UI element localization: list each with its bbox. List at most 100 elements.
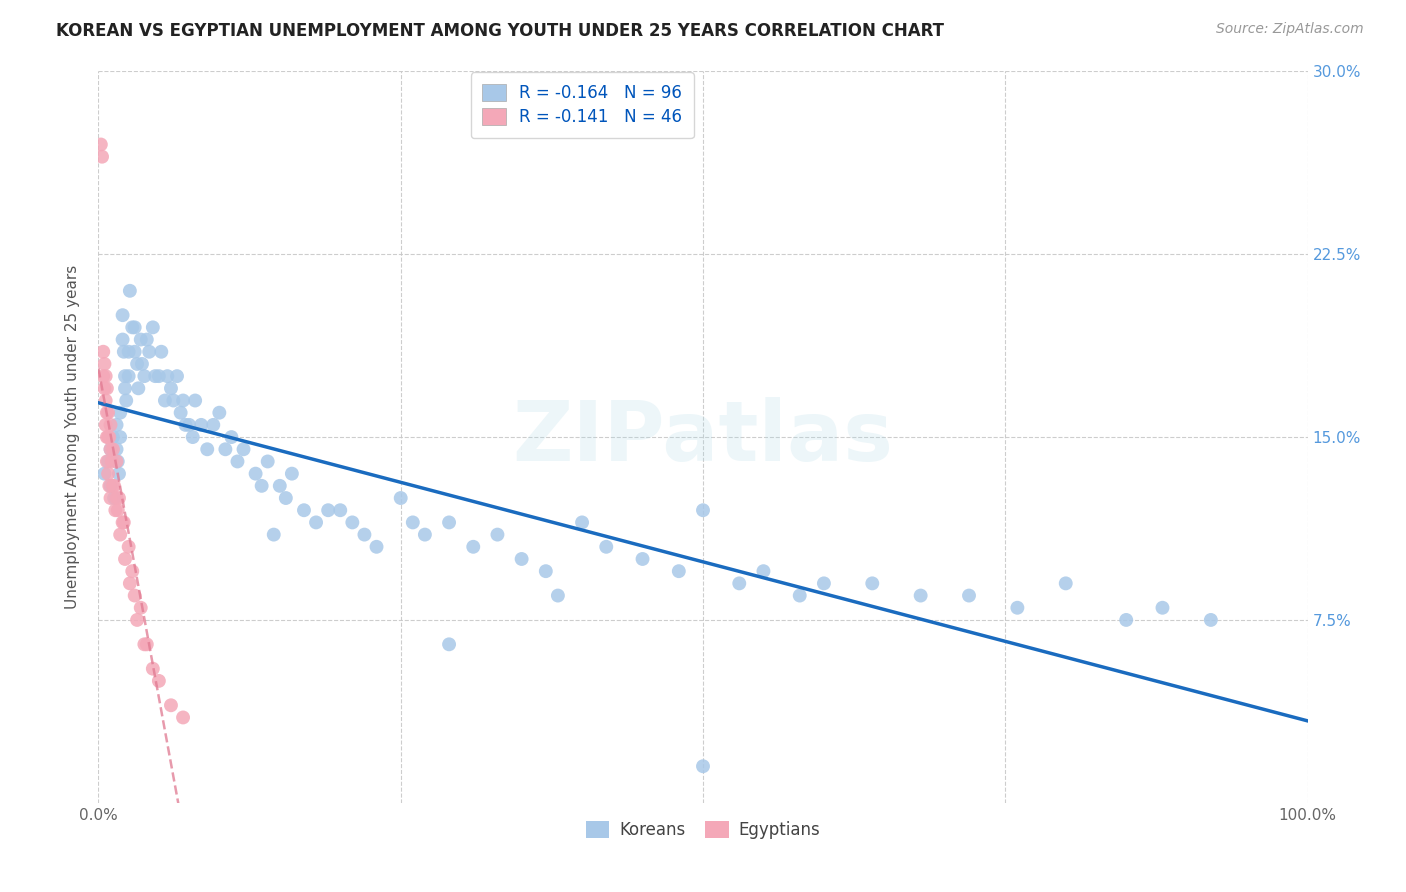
Point: [105, 454, 128, 468]
Point: [107, 503, 129, 517]
Point: [156, 369, 179, 384]
Point: [221, 430, 243, 444]
Point: [138, 344, 160, 359]
Point: [97, 454, 120, 468]
Point: [97, 430, 120, 444]
Point: [179, 417, 201, 432]
Point: [103, 479, 125, 493]
Point: [353, 527, 375, 541]
Point: [860, 576, 883, 591]
Point: [93, 381, 115, 395]
Point: [1054, 576, 1077, 591]
Point: [534, 564, 557, 578]
Point: [153, 393, 176, 408]
Y-axis label: Unemployment Among Youth under 25 years: Unemployment Among Youth under 25 years: [65, 265, 80, 609]
Text: ZIPatlas: ZIPatlas: [513, 397, 893, 477]
Point: [174, 417, 197, 432]
Point: [202, 417, 225, 432]
Point: [118, 540, 141, 554]
Point: [121, 320, 143, 334]
Point: [118, 284, 141, 298]
Point: [114, 369, 136, 384]
Point: [115, 393, 138, 408]
Point: [94, 369, 117, 384]
Text: Source: ZipAtlas.com: Source: ZipAtlas.com: [1216, 22, 1364, 37]
Point: [389, 491, 412, 505]
Point: [172, 710, 194, 724]
Point: [316, 503, 339, 517]
Point: [100, 454, 122, 468]
Point: [111, 516, 134, 530]
Point: [100, 479, 122, 493]
Point: [127, 613, 149, 627]
Point: [1199, 613, 1222, 627]
Point: [181, 430, 204, 444]
Point: [142, 320, 165, 334]
Point: [668, 564, 690, 578]
Point: [190, 417, 212, 432]
Point: [100, 491, 122, 505]
Point: [256, 454, 278, 468]
Point: [195, 442, 218, 457]
Point: [114, 552, 136, 566]
Point: [112, 516, 135, 530]
Point: [148, 369, 170, 384]
Point: [1007, 600, 1029, 615]
Point: [172, 393, 194, 408]
Point: [413, 527, 436, 541]
Point: [111, 333, 134, 347]
Point: [135, 637, 157, 651]
Point: [97, 406, 120, 420]
Point: [692, 503, 714, 517]
Point: [107, 454, 129, 468]
Point: [463, 540, 485, 554]
Point: [148, 673, 170, 688]
Point: [1115, 613, 1137, 627]
Point: [118, 576, 141, 591]
Point: [162, 393, 184, 408]
Point: [108, 430, 131, 444]
Point: [111, 308, 134, 322]
Point: [100, 417, 122, 432]
Point: [96, 430, 118, 444]
Point: [292, 503, 315, 517]
Point: [124, 589, 146, 603]
Point: [104, 503, 127, 517]
Point: [329, 503, 352, 517]
Point: [100, 442, 122, 457]
Point: [789, 589, 811, 603]
Point: [96, 381, 118, 395]
Point: [142, 662, 165, 676]
Point: [437, 637, 460, 651]
Point: [131, 357, 153, 371]
Point: [100, 442, 122, 457]
Point: [98, 479, 121, 493]
Point: [108, 467, 131, 481]
Point: [437, 516, 460, 530]
Point: [263, 527, 285, 541]
Point: [250, 479, 273, 493]
Point: [105, 442, 128, 457]
Point: [143, 369, 166, 384]
Text: KOREAN VS EGYPTIAN UNEMPLOYMENT AMONG YOUTH UNDER 25 YEARS CORRELATION CHART: KOREAN VS EGYPTIAN UNEMPLOYMENT AMONG YO…: [56, 22, 945, 40]
Point: [214, 442, 236, 457]
Point: [97, 467, 120, 481]
Point: [160, 698, 183, 713]
Point: [93, 467, 115, 481]
Point: [274, 491, 297, 505]
Point: [547, 589, 569, 603]
Point: [160, 381, 183, 395]
Point: [112, 344, 135, 359]
Point: [232, 442, 254, 457]
Point: [103, 491, 125, 505]
Point: [105, 417, 128, 432]
Point: [114, 381, 136, 395]
Point: [96, 406, 118, 420]
Point: [134, 637, 156, 651]
Point: [105, 491, 128, 505]
Point: [129, 600, 152, 615]
Point: [305, 516, 328, 530]
Point: [595, 540, 617, 554]
Point: [98, 430, 121, 444]
Point: [94, 393, 117, 408]
